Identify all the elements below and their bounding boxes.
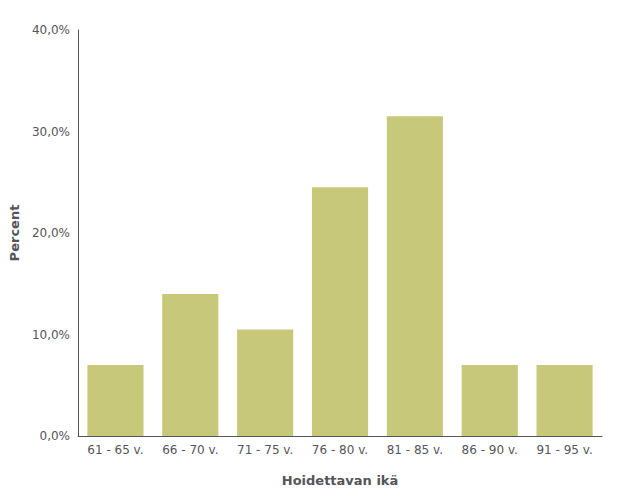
- svg-text:Hoidettavan ikä: Hoidettavan ikä: [282, 473, 399, 488]
- svg-text:76 - 80 v.: 76 - 80 v.: [312, 443, 368, 457]
- svg-text:91 - 95 v.: 91 - 95 v.: [536, 443, 592, 457]
- svg-text:0,0%: 0,0%: [40, 429, 71, 443]
- svg-text:Percent: Percent: [7, 205, 22, 262]
- svg-text:61 - 65 v.: 61 - 65 v.: [87, 443, 143, 457]
- svg-text:10,0%: 10,0%: [32, 328, 70, 342]
- svg-text:86 - 90 v.: 86 - 90 v.: [462, 443, 518, 457]
- svg-text:40,0%: 40,0%: [32, 23, 70, 37]
- svg-text:81 - 85 v.: 81 - 85 v.: [387, 443, 443, 457]
- svg-text:30,0%: 30,0%: [32, 125, 70, 139]
- svg-text:20,0%: 20,0%: [32, 226, 70, 240]
- svg-text:66 - 70 v.: 66 - 70 v.: [162, 443, 218, 457]
- svg-text:71 - 75 v.: 71 - 75 v.: [237, 443, 293, 457]
